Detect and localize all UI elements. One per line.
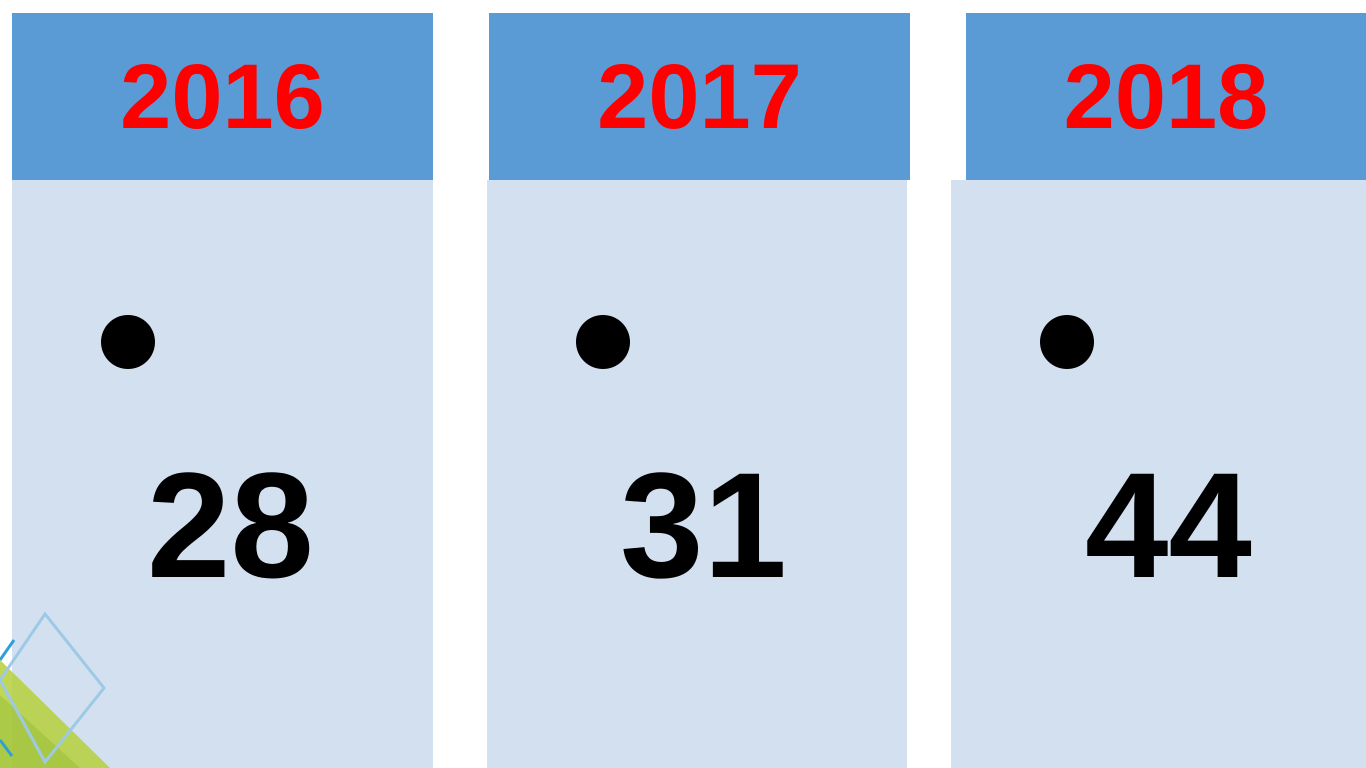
column-header: 2017 [489,13,910,180]
value: 44 [1085,441,1252,609]
bullet [1040,315,1094,369]
bullet [576,315,630,369]
year: 2016 [120,45,325,148]
decoration [0,611,110,768]
column-header: 2016 [12,13,433,180]
column-header: 2018 [966,13,1366,180]
year: 2017 [597,45,802,148]
column-body [487,180,907,768]
bullet [101,315,155,369]
column-body [951,180,1366,768]
value: 28 [147,441,314,609]
year: 2018 [1063,45,1269,148]
column-body [12,180,433,768]
value: 31 [620,441,787,609]
